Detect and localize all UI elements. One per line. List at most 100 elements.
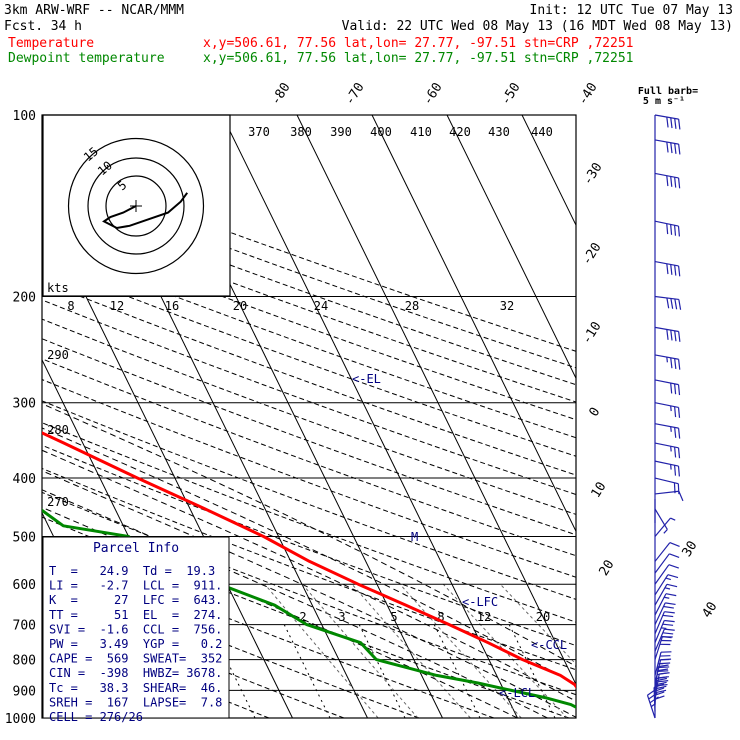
mixing-ratio-label: 8: [67, 299, 74, 313]
forecast-label: Fcst.: [4, 19, 43, 34]
wind-barb-feather: [674, 358, 677, 369]
wind-barb-feather: [677, 226, 681, 237]
theta-label: 410: [410, 125, 432, 139]
dry-adiabat-line: [42, 338, 576, 536]
mixing-ratio-line: [499, 583, 576, 665]
wind-barb-feather: [674, 177, 677, 188]
theta-label: 440: [531, 125, 553, 139]
wind-barb-feather: [678, 331, 681, 342]
pressure-label: 600: [13, 578, 36, 593]
wind-barb-feather: [674, 143, 677, 154]
wind-barb-feather: [670, 224, 673, 235]
mixing-ratio-label: 16: [165, 299, 179, 313]
wind-barb-half-feather: [670, 426, 672, 432]
wind-barb: [654, 517, 671, 537]
wind-barb-half-feather: [664, 596, 670, 599]
wind-barb-feather: [662, 632, 674, 635]
mixing-ratio-label: 12: [110, 299, 124, 313]
wind-barb-feather: [657, 683, 668, 687]
wind-barb: [654, 574, 669, 596]
legend-dewpoint-name: Dewpoint temperature: [8, 51, 165, 66]
isotherm-label: -10: [579, 319, 604, 347]
parcel-info-row: PW = 3.49 YGP = 0.2: [49, 637, 222, 651]
wind-barb-feather: [674, 446, 677, 458]
wind-barb-feather: [670, 264, 673, 275]
parcel-info-row: SREH = 167 LAPSE= 7.8: [49, 695, 222, 709]
wind-barb-feather: [678, 144, 681, 155]
wind-barb-feather: [662, 623, 674, 626]
theta-label: 370: [248, 125, 270, 139]
parcel-info-row: Tc = 38.3 SHEAR= 46.: [49, 681, 222, 695]
wind-barb-feather: [669, 553, 680, 558]
wind-barb-half-feather: [663, 529, 668, 534]
wind-barb-feather: [674, 406, 677, 418]
moist-adiabat-line: [42, 403, 576, 667]
wind-barb: [654, 542, 671, 562]
theta-label: 290: [47, 348, 69, 362]
isotherm-minor-line: [584, 625, 630, 718]
wind-barb-feather: [677, 447, 681, 459]
wind-barb-feather: [656, 676, 668, 680]
theta-label: 390: [330, 125, 352, 139]
wind-barb-feather: [657, 668, 669, 672]
wind-barb-feather: [664, 628, 675, 631]
parcel-info-row: LI = -2.7 LCL = 911.: [49, 579, 222, 593]
isotherm-label: -40: [575, 80, 600, 108]
moist-adiabat-line: [42, 470, 576, 718]
mixing-ratio-label: 20: [233, 299, 247, 313]
wind-barb-feather: [666, 583, 678, 588]
wind-barb-feather: [669, 542, 680, 547]
dry-adiabat-line: [42, 568, 420, 718]
wind-barb-half-feather: [661, 627, 667, 630]
parcel-info-row: CIN = -398 HWBZ= 3678.: [49, 666, 222, 680]
wind-barb-feather: [677, 428, 681, 439]
parcel-info-row: CELL = 276/26: [49, 710, 143, 724]
pressure-label: 200: [13, 291, 36, 306]
wind-barb-feather: [677, 177, 681, 189]
isotherm-label: 30: [680, 539, 701, 560]
parcel-info-row: T = 24.9 Td = 19.3: [49, 564, 215, 578]
wind-barb-feather: [658, 666, 670, 669]
valid-time: Valid: 22 UTC Wed 08 May 13 (16 MDT Wed …: [342, 19, 733, 34]
isotherm-label: 20: [597, 558, 618, 579]
isotherm-line: [221, 115, 518, 718]
wind-barb-feather: [678, 119, 681, 130]
wind-barb-feather: [667, 574, 679, 579]
wind-barb-feather: [670, 142, 673, 154]
wind-barb-feather: [656, 685, 667, 690]
level-annotation-m: M: [411, 530, 418, 544]
hodograph-units: kts: [47, 281, 69, 295]
wind-barb-feather: [663, 605, 674, 609]
hodograph-ring: [105, 175, 167, 237]
wind-barb-feather: [666, 175, 669, 187]
mixing-ratio-label: 32: [500, 299, 514, 313]
theta-label: 400: [370, 125, 392, 139]
dry-adiabat-line: [42, 378, 576, 578]
isotherm-line: [597, 115, 740, 718]
mixing-ratio-label: 2: [299, 610, 306, 624]
wind-barb-half-feather: [666, 357, 668, 363]
wind-barb-feather: [655, 689, 667, 694]
mixing-ratio-label: 3: [338, 610, 345, 624]
wind-barb-feather: [670, 357, 673, 369]
pressure-label: 100: [13, 109, 36, 124]
isotherm-label: -60: [420, 80, 445, 108]
wind-barb-feather: [657, 680, 669, 683]
wind-barb-feather: [665, 602, 676, 606]
wind-barb-feather: [670, 298, 674, 309]
dry-adiabat-line: [42, 318, 576, 515]
wind-barb-feather: [670, 176, 673, 187]
isotherm-label: -70: [342, 80, 367, 108]
pressure-label: 400: [13, 472, 36, 487]
wind-barb-feather: [677, 384, 681, 396]
level-annotation-lfc: <-LFC: [462, 595, 498, 609]
parcel-info-panel: [42, 536, 230, 719]
mixing-ratio-line: [264, 583, 379, 718]
wind-barb-feather: [673, 482, 676, 494]
wind-barb-feather: [673, 465, 677, 476]
level-annotation-el: <-EL: [352, 372, 381, 386]
wind-barb-feather: [674, 427, 677, 438]
wind-barb-feather: [657, 672, 668, 676]
wind-barb-feather: [661, 635, 672, 639]
mixing-ratio-label: 5: [390, 610, 397, 624]
